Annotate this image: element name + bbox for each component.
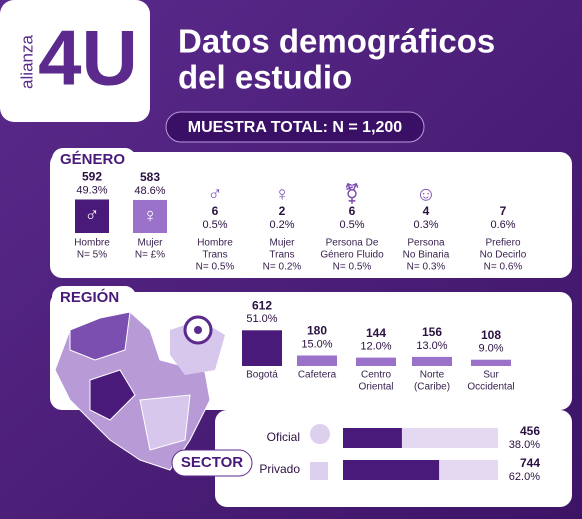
- label: Bogotá: [246, 370, 278, 381]
- heading-pill: [52, 286, 136, 308]
- symbol: ♀: [143, 205, 158, 227]
- count: 456: [520, 424, 540, 438]
- label: Prefiero: [485, 238, 520, 249]
- logo-box: [0, 0, 150, 122]
- label: Hombre: [197, 238, 233, 249]
- share-block: [75, 199, 109, 233]
- count: 592: [82, 170, 102, 184]
- region-bar: [242, 330, 282, 366]
- share: 62.0%: [509, 471, 540, 483]
- share: 38.0%: [509, 439, 540, 451]
- sector-panel: [215, 410, 572, 507]
- gender-panel: [50, 152, 572, 278]
- label: Occidental: [467, 382, 514, 393]
- share: 9.0%: [478, 343, 503, 355]
- title-line: Datos demográficos: [178, 23, 495, 60]
- sample-pill: [165, 111, 425, 143]
- region-bar: [356, 357, 396, 366]
- label: Norte: [420, 370, 445, 381]
- label: Centro: [361, 370, 391, 381]
- sector-bar: [343, 428, 402, 448]
- icon: ☺: [416, 183, 436, 205]
- count: 180: [307, 324, 327, 338]
- label: No Binaria: [403, 250, 450, 261]
- icon: ♀: [275, 183, 290, 205]
- label: Mujer: [137, 238, 163, 249]
- share-block: [133, 199, 167, 233]
- icon: ♂: [208, 183, 223, 205]
- share: 0.5%: [202, 219, 227, 231]
- symbol: ♂: [85, 205, 100, 227]
- icon: [310, 462, 328, 480]
- count: 156: [422, 325, 442, 339]
- logo-mark: 4U: [38, 14, 138, 102]
- count: 6: [212, 204, 219, 218]
- pin-dot: [194, 326, 202, 334]
- share: 0.6%: [490, 219, 515, 231]
- label: N= 5%: [77, 250, 107, 261]
- share: 49.3%: [76, 184, 107, 196]
- count: 108: [481, 328, 501, 342]
- count: 612: [252, 298, 272, 312]
- sector-bar: [343, 460, 440, 480]
- map-region: [139, 394, 191, 451]
- label: Género Fluido: [320, 250, 384, 261]
- heading-pill: [52, 148, 136, 170]
- share: 0.5%: [339, 219, 364, 231]
- label: No Decirlo: [480, 250, 527, 261]
- share: 12.0%: [360, 341, 391, 353]
- label: (Caribe): [414, 382, 450, 393]
- label: Hombre: [74, 238, 110, 249]
- label: Trans: [269, 250, 294, 261]
- label: Sur: [483, 370, 499, 381]
- count: 2: [279, 204, 286, 218]
- label: Mujer: [269, 238, 295, 249]
- icon: [310, 424, 330, 444]
- label: Cafetera: [298, 370, 337, 381]
- share: 0.2%: [269, 219, 294, 231]
- share: 15.0%: [301, 338, 332, 350]
- label: Oriental: [358, 382, 393, 393]
- icon: ⚧: [344, 182, 361, 205]
- map-region: [69, 311, 131, 361]
- label: N= £%: [135, 250, 165, 261]
- share: 48.6%: [134, 185, 165, 197]
- heading-pill: [171, 449, 253, 477]
- region-heading: REGIÓN: [60, 288, 119, 306]
- label: N= 0.3%: [407, 262, 446, 273]
- logo-text: alianza: [17, 35, 36, 89]
- label: Persona De: [326, 238, 379, 249]
- count: 4: [423, 204, 430, 218]
- map-region: [89, 369, 136, 421]
- count: 144: [366, 326, 386, 340]
- label: N= 0.5%: [333, 262, 372, 273]
- region-bar: [412, 356, 452, 366]
- count: 583: [140, 170, 160, 184]
- region-bar: [471, 359, 511, 366]
- title-line: del estudio: [178, 59, 352, 96]
- share: 51.0%: [246, 313, 277, 325]
- label: N= 0.2%: [263, 262, 302, 273]
- share: 0.3%: [413, 219, 438, 231]
- sector-heading: SECTOR: [181, 454, 243, 471]
- label: N= 0.6%: [484, 262, 523, 273]
- label: Persona: [407, 238, 445, 249]
- count: 7: [500, 204, 507, 218]
- label: N= 0.5%: [196, 262, 235, 273]
- region-bar: [297, 355, 337, 366]
- share: 13.0%: [416, 340, 447, 352]
- label: Privado: [259, 462, 300, 476]
- count: 744: [520, 456, 540, 470]
- sample-text: MUESTRA TOTAL: N = 1,200: [188, 119, 403, 136]
- gender-heading: GÉNERO: [60, 151, 125, 168]
- gender-icons: ♂ ♀ ⚧ ☺: [208, 182, 437, 205]
- label: Oficial: [267, 430, 300, 444]
- map: [54, 311, 225, 471]
- label: Trans: [202, 250, 227, 261]
- count: 6: [349, 204, 356, 218]
